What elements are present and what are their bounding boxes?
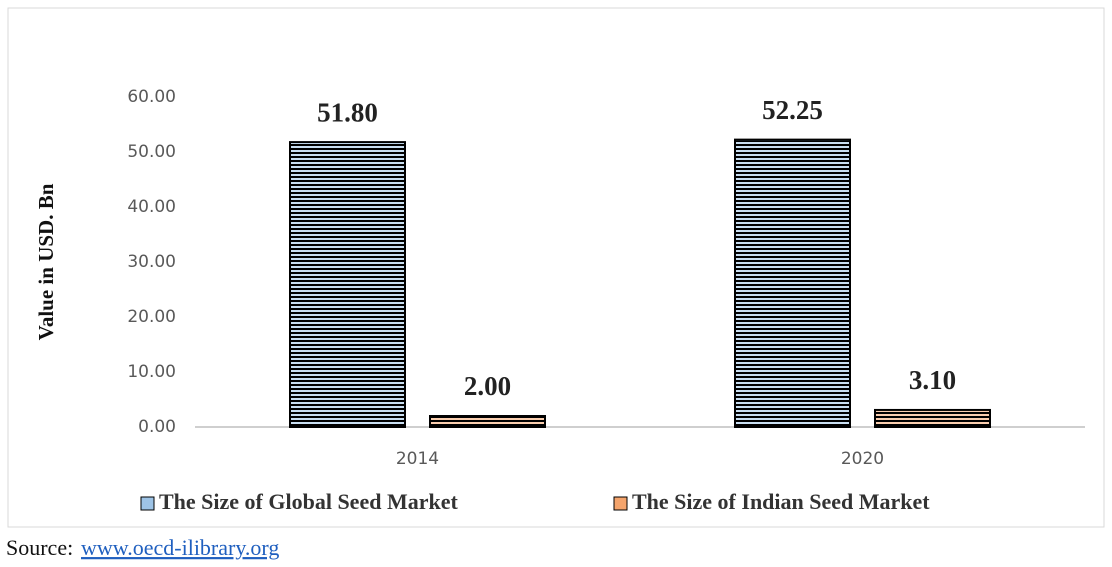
bar bbox=[289, 141, 406, 428]
value-label: 2.00 bbox=[464, 371, 511, 401]
chart-frame bbox=[7, 7, 1105, 528]
bar bbox=[429, 415, 546, 428]
y-tick-label: 20.00 bbox=[127, 307, 176, 327]
legend-swatch bbox=[613, 496, 628, 511]
bar bbox=[734, 138, 851, 428]
value-label: 51.80 bbox=[317, 97, 378, 127]
y-tick-label: 30.00 bbox=[127, 252, 176, 272]
y-tick-label: 60.00 bbox=[127, 87, 176, 107]
y-tick-label: 50.00 bbox=[127, 142, 176, 162]
value-label: 52.25 bbox=[762, 95, 823, 125]
value-label: 3.10 bbox=[909, 365, 956, 395]
legend-label: The Size of Indian Seed Market bbox=[632, 489, 930, 514]
source-link[interactable]: www.oecd-ilibrary.org bbox=[81, 535, 279, 560]
x-tick-label: 2014 bbox=[396, 449, 439, 469]
y-tick-label: 0.00 bbox=[138, 417, 176, 437]
source-label: Source: bbox=[6, 535, 73, 560]
y-tick-label: 40.00 bbox=[127, 197, 176, 217]
y-axis-label: Value in USD. Bn bbox=[34, 183, 58, 340]
y-tick-label: 10.00 bbox=[127, 362, 176, 382]
bar bbox=[874, 408, 991, 429]
x-tick-label: 2020 bbox=[841, 449, 884, 469]
legend-swatch bbox=[140, 496, 155, 511]
legend-label: The Size of Global Seed Market bbox=[159, 489, 458, 514]
